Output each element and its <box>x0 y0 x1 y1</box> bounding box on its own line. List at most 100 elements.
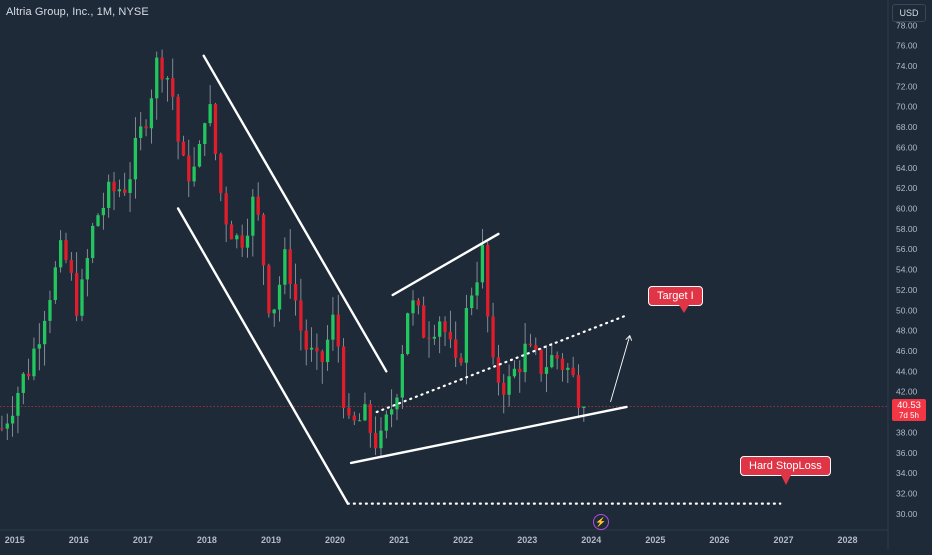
y-tick-label: 76.00 <box>896 41 918 51</box>
y-tick-label: 70.00 <box>896 102 918 112</box>
candle-body <box>491 316 495 358</box>
stoploss-callout[interactable]: Hard StopLoss <box>740 456 831 485</box>
candle-body <box>560 358 565 370</box>
candle-body <box>422 305 426 338</box>
candle-body <box>464 308 469 363</box>
candle-body <box>0 428 4 430</box>
x-tick-label: 2025 <box>645 535 665 545</box>
candle-body <box>123 189 127 193</box>
candle-body <box>432 336 437 339</box>
candle-body <box>395 397 399 410</box>
y-tick-label: 44.00 <box>896 366 918 376</box>
x-tick-label: 2028 <box>838 535 858 545</box>
candle-body <box>544 367 549 374</box>
candle-body <box>283 249 287 285</box>
candle-body <box>181 141 186 156</box>
y-tick-label: 48.00 <box>896 326 918 336</box>
candle-body <box>304 330 308 350</box>
candle-body <box>443 321 447 332</box>
x-tick-label: 2027 <box>773 535 793 545</box>
candle-body <box>502 382 506 395</box>
currency-button[interactable]: USD <box>892 4 926 22</box>
candle-body <box>550 355 554 368</box>
candle-body <box>128 179 132 193</box>
candle-countdown: 7d 5h <box>898 411 920 420</box>
candle-body <box>389 409 394 415</box>
candle-body <box>267 265 271 314</box>
x-tick-label: 2016 <box>69 535 89 545</box>
candle-body <box>112 181 116 192</box>
candle-body <box>224 193 228 225</box>
candle-body <box>32 348 36 377</box>
candle-body <box>176 96 180 142</box>
candle-body <box>309 347 314 350</box>
target-callout[interactable]: Target I <box>648 286 703 313</box>
candle-body <box>379 430 383 449</box>
y-tick-label: 50.00 <box>896 305 918 315</box>
candle-body <box>85 258 89 280</box>
candle-body <box>203 123 207 144</box>
candle-body <box>427 337 431 339</box>
candle-body <box>299 300 303 331</box>
trend-line-1 <box>202 54 388 373</box>
x-tick-label: 2015 <box>5 535 25 545</box>
candle-body <box>336 314 340 347</box>
forecast-arrow <box>610 335 631 402</box>
x-tick-label: 2021 <box>389 535 409 545</box>
candle-body <box>219 154 223 194</box>
candle-body <box>368 404 372 433</box>
candle-body <box>352 415 356 421</box>
candle-body <box>480 244 485 283</box>
candle-body <box>523 343 527 373</box>
x-tick-label: 2026 <box>709 535 729 545</box>
candle-body <box>80 279 84 316</box>
x-tick-label: 2019 <box>261 535 281 545</box>
candle-body <box>165 78 170 80</box>
candle-body <box>75 272 79 316</box>
candle-body <box>320 351 324 363</box>
candle-body <box>512 368 517 377</box>
candle-body <box>438 321 442 337</box>
candle-body <box>256 196 260 215</box>
y-tick-label: 38.00 <box>896 427 918 437</box>
x-tick-label: 2022 <box>453 535 473 545</box>
candle-body <box>528 343 533 346</box>
candle-body <box>139 126 143 138</box>
candle-body <box>357 420 362 422</box>
candle-body <box>507 376 511 395</box>
candle-body <box>325 339 330 363</box>
candle-body <box>470 295 474 309</box>
last-price-label: 40.53 7d 5h <box>892 399 926 421</box>
y-tick-label: 34.00 <box>896 468 918 478</box>
lightning-icon[interactable]: ⚡ <box>593 514 609 530</box>
y-tick-label: 66.00 <box>896 142 918 152</box>
candle-body <box>555 355 559 359</box>
candle-body <box>5 423 9 429</box>
candle-body <box>459 357 463 363</box>
y-tick-label: 54.00 <box>896 265 918 275</box>
candle-body <box>331 314 335 340</box>
candle-body <box>534 345 538 350</box>
y-tick-label: 56.00 <box>896 244 918 254</box>
candle-body <box>411 300 415 314</box>
x-tick-label: 2018 <box>197 535 217 545</box>
candle-body <box>16 392 20 416</box>
candle-body <box>277 284 282 310</box>
y-tick-label: 32.00 <box>896 488 918 498</box>
candle-body <box>58 240 63 268</box>
candle-body <box>576 375 581 408</box>
candle-body <box>101 207 106 216</box>
candle-body <box>155 57 159 99</box>
trend-line-2 <box>176 207 350 505</box>
candle-body <box>171 78 175 97</box>
candle-body <box>582 406 586 408</box>
chart-title: Altria Group, Inc., 1M, NYSE <box>6 6 149 18</box>
y-tick-label: 74.00 <box>896 61 918 71</box>
candle-body <box>406 313 410 355</box>
candle-body <box>26 373 31 377</box>
x-tick-label: 2020 <box>325 535 345 545</box>
trend-line-3 <box>391 232 500 297</box>
trend-line-5 <box>375 314 628 414</box>
